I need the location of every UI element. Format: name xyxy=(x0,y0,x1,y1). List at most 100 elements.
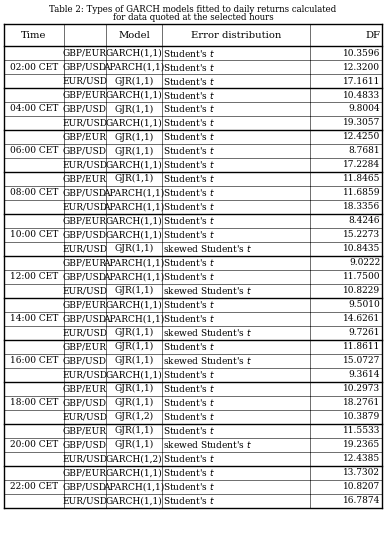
Text: Student's $t$: Student's $t$ xyxy=(164,257,215,268)
Text: 22:00 CET: 22:00 CET xyxy=(10,482,58,491)
Text: Student's $t$: Student's $t$ xyxy=(164,313,215,324)
Text: GBP/USD: GBP/USD xyxy=(63,482,107,491)
Text: GARCH(1,1): GARCH(1,1) xyxy=(106,370,162,379)
Text: GARCH(1,1): GARCH(1,1) xyxy=(106,160,162,170)
Text: 11.5533: 11.5533 xyxy=(343,426,380,435)
Text: Student's $t$: Student's $t$ xyxy=(164,411,215,422)
Text: 11.8465: 11.8465 xyxy=(343,175,380,183)
Text: 19.3057: 19.3057 xyxy=(343,119,380,127)
Text: GJR(1,1): GJR(1,1) xyxy=(114,426,154,435)
Text: 17.2284: 17.2284 xyxy=(343,160,380,170)
Text: APARCH(1,1): APARCH(1,1) xyxy=(103,62,165,72)
Text: skewed Student's $t$: skewed Student's $t$ xyxy=(164,327,252,338)
Text: APARCH(1,1): APARCH(1,1) xyxy=(103,482,165,491)
Text: GBP/USD: GBP/USD xyxy=(63,230,107,240)
Text: Error distribution: Error distribution xyxy=(191,31,281,40)
Text: 18.3356: 18.3356 xyxy=(343,202,380,211)
Text: GBP/EUR: GBP/EUR xyxy=(63,426,107,435)
Text: GBP/USD: GBP/USD xyxy=(63,62,107,72)
Text: APARCH(1,1): APARCH(1,1) xyxy=(103,202,165,211)
Text: Student's $t$: Student's $t$ xyxy=(164,202,215,212)
Text: GARCH(1,1): GARCH(1,1) xyxy=(106,230,162,240)
Text: GJR(1,1): GJR(1,1) xyxy=(114,384,154,393)
Text: 13.7302: 13.7302 xyxy=(343,468,380,477)
Text: GBP/USD: GBP/USD xyxy=(63,440,107,449)
Text: 12:00 CET: 12:00 CET xyxy=(10,272,58,281)
Text: GJR(1,1): GJR(1,1) xyxy=(114,244,154,254)
Text: EUR/USD: EUR/USD xyxy=(62,202,107,211)
Text: Student's $t$: Student's $t$ xyxy=(164,159,215,170)
Text: GBP/EUR: GBP/EUR xyxy=(63,216,107,225)
Text: EUR/USD: EUR/USD xyxy=(62,160,107,170)
Text: Student's $t$: Student's $t$ xyxy=(164,145,215,157)
Text: GARCH(1,1): GARCH(1,1) xyxy=(106,119,162,127)
Text: EUR/USD: EUR/USD xyxy=(62,286,107,295)
Text: 10.4833: 10.4833 xyxy=(343,91,380,100)
Text: skewed Student's $t$: skewed Student's $t$ xyxy=(164,243,252,254)
Text: GBP/USD: GBP/USD xyxy=(63,272,107,281)
Text: EUR/USD: EUR/USD xyxy=(62,119,107,127)
Text: 10.2973: 10.2973 xyxy=(343,384,380,393)
Text: GBP/EUR: GBP/EUR xyxy=(63,259,107,267)
Text: 10.8229: 10.8229 xyxy=(343,286,380,295)
Text: GBP/EUR: GBP/EUR xyxy=(63,175,107,183)
Text: GBP/EUR: GBP/EUR xyxy=(63,91,107,100)
Text: 9.5010: 9.5010 xyxy=(348,300,380,309)
Text: Student's $t$: Student's $t$ xyxy=(164,48,215,59)
Text: GJR(1,1): GJR(1,1) xyxy=(114,328,154,337)
Text: 15.2273: 15.2273 xyxy=(343,230,380,240)
Text: 11.7500: 11.7500 xyxy=(343,272,380,281)
Text: GBP/EUR: GBP/EUR xyxy=(63,468,107,477)
Text: EUR/USD: EUR/USD xyxy=(62,328,107,337)
Text: Student's $t$: Student's $t$ xyxy=(164,341,215,352)
Text: GJR(1,2): GJR(1,2) xyxy=(114,412,154,421)
Text: 8.4246: 8.4246 xyxy=(349,216,380,225)
Text: GJR(1,1): GJR(1,1) xyxy=(114,175,154,184)
Text: GJR(1,1): GJR(1,1) xyxy=(114,132,154,141)
Text: APARCH(1,1): APARCH(1,1) xyxy=(103,259,165,267)
Text: GBP/EUR: GBP/EUR xyxy=(63,342,107,351)
Text: 18:00 CET: 18:00 CET xyxy=(10,398,58,407)
Text: GJR(1,1): GJR(1,1) xyxy=(114,146,154,156)
Text: 15.0727: 15.0727 xyxy=(343,356,380,365)
Text: Student's $t$: Student's $t$ xyxy=(164,89,215,100)
Text: GBP/EUR: GBP/EUR xyxy=(63,384,107,393)
Text: Student's $t$: Student's $t$ xyxy=(164,453,215,464)
Text: Student's $t$: Student's $t$ xyxy=(164,188,215,198)
Text: EUR/USD: EUR/USD xyxy=(62,76,107,86)
Text: Student's $t$: Student's $t$ xyxy=(164,369,215,380)
Text: Student's $t$: Student's $t$ xyxy=(164,75,215,87)
Text: Student's $t$: Student's $t$ xyxy=(164,104,215,114)
Text: GBP/EUR: GBP/EUR xyxy=(63,300,107,309)
Text: Model: Model xyxy=(118,31,150,40)
Text: Student's $t$: Student's $t$ xyxy=(164,118,215,128)
Text: GBP/USD: GBP/USD xyxy=(63,105,107,113)
Text: 10.3596: 10.3596 xyxy=(343,49,380,57)
Text: Student's $t$: Student's $t$ xyxy=(164,383,215,394)
Text: skewed Student's $t$: skewed Student's $t$ xyxy=(164,355,252,366)
Text: skewed Student's $t$: skewed Student's $t$ xyxy=(164,285,252,296)
Text: GJR(1,1): GJR(1,1) xyxy=(114,76,154,86)
Text: 20:00 CET: 20:00 CET xyxy=(10,440,58,449)
Text: GARCH(1,1): GARCH(1,1) xyxy=(106,216,162,225)
Text: 08:00 CET: 08:00 CET xyxy=(10,189,58,197)
Text: Student's $t$: Student's $t$ xyxy=(164,215,215,227)
Text: GARCH(1,1): GARCH(1,1) xyxy=(106,300,162,309)
Text: Student's $t$: Student's $t$ xyxy=(164,425,215,436)
Text: GJR(1,1): GJR(1,1) xyxy=(114,356,154,365)
Text: Time: Time xyxy=(21,31,46,40)
Text: 06:00 CET: 06:00 CET xyxy=(10,146,58,156)
Text: 12.4385: 12.4385 xyxy=(343,454,380,463)
Text: 9.7261: 9.7261 xyxy=(349,328,380,337)
Text: 16.7874: 16.7874 xyxy=(343,496,380,505)
Text: Student's $t$: Student's $t$ xyxy=(164,397,215,408)
Text: 10:00 CET: 10:00 CET xyxy=(10,230,58,240)
Text: 11.6859: 11.6859 xyxy=(343,189,380,197)
Text: EUR/USD: EUR/USD xyxy=(62,412,107,421)
Text: EUR/USD: EUR/USD xyxy=(62,370,107,379)
Text: GARCH(1,1): GARCH(1,1) xyxy=(106,91,162,100)
Text: Student's $t$: Student's $t$ xyxy=(164,495,215,506)
Text: Student's $t$: Student's $t$ xyxy=(164,229,215,240)
Text: 02:00 CET: 02:00 CET xyxy=(10,62,58,72)
Text: 9.8004: 9.8004 xyxy=(349,105,380,113)
